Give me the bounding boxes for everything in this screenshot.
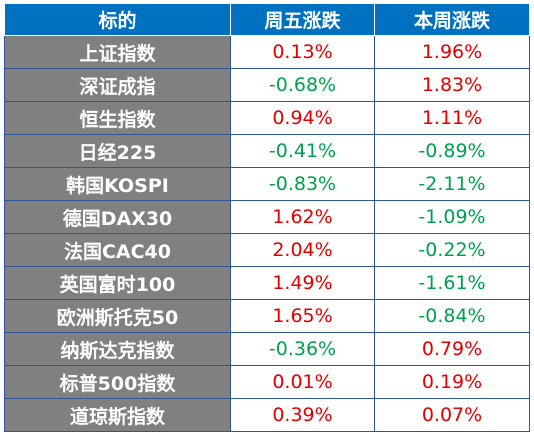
index-name-cell: 德国DAX30	[4, 200, 231, 234]
index-name-cell: 英国富时100	[4, 266, 231, 300]
header-name: 标的	[4, 3, 231, 36]
table-row: 法国CAC40 2.04% -0.22%	[4, 233, 530, 267]
index-name-cell: 法国CAC40	[4, 233, 231, 267]
header-friday-change: 周五涨跌	[230, 3, 375, 36]
index-change-table: 标的 周五涨跌 本周涨跌 上证指数 0.13% 1.96% 深证成指 -0.68% 1.8…	[4, 3, 530, 432]
weekly-change-cell: -0.22%	[374, 233, 530, 267]
friday-change-cell: -0.36%	[230, 332, 375, 366]
index-name-cell: 道琼斯指数	[4, 398, 231, 432]
friday-change-cell: -0.41%	[230, 134, 375, 168]
table-row: 标普500指数 0.01% 0.19%	[4, 365, 530, 399]
friday-change-cell: 0.01%	[230, 365, 375, 399]
weekly-change-cell: 1.11%	[374, 101, 530, 135]
weekly-change-cell: 0.07%	[374, 398, 530, 432]
friday-change-cell: 1.62%	[230, 200, 375, 234]
weekly-change-cell: 1.96%	[374, 35, 530, 69]
friday-change-cell: 1.49%	[230, 266, 375, 300]
table-row: 道琼斯指数 0.39% 0.07%	[4, 398, 530, 432]
index-name-cell: 韩国KOSPI	[4, 167, 231, 201]
friday-change-cell: 2.04%	[230, 233, 375, 267]
index-name-cell: 纳斯达克指数	[4, 332, 231, 366]
weekly-change-cell: 1.83%	[374, 68, 530, 102]
table-row: 日经225 -0.41% -0.89%	[4, 134, 530, 168]
table-row: 深证成指 -0.68% 1.83%	[4, 68, 530, 102]
index-name-cell: 深证成指	[4, 68, 231, 102]
index-name-cell: 上证指数	[4, 35, 231, 69]
table-row: 上证指数 0.13% 1.96%	[4, 35, 530, 69]
friday-change-cell: 0.39%	[230, 398, 375, 432]
friday-change-cell: 0.13%	[230, 35, 375, 69]
friday-change-cell: 1.65%	[230, 299, 375, 333]
index-name-cell: 恒生指数	[4, 101, 231, 135]
index-name-cell: 日经225	[4, 134, 231, 168]
weekly-change-cell: 0.79%	[374, 332, 530, 366]
table-body: 上证指数 0.13% 1.96% 深证成指 -0.68% 1.83% 恒生指数 0.94% 1.…	[4, 35, 530, 432]
index-name-cell: 标普500指数	[4, 365, 231, 399]
header-row: 标的 周五涨跌 本周涨跌	[4, 3, 530, 36]
weekly-change-cell: -0.84%	[374, 299, 530, 333]
weekly-change-cell: -1.09%	[374, 200, 530, 234]
friday-change-cell: 0.94%	[230, 101, 375, 135]
friday-change-cell: -0.68%	[230, 68, 375, 102]
weekly-change-cell: -2.11%	[374, 167, 530, 201]
weekly-change-cell: -0.89%	[374, 134, 530, 168]
table-row: 纳斯达克指数 -0.36% 0.79%	[4, 332, 530, 366]
table-row: 英国富时100 1.49% -1.61%	[4, 266, 530, 300]
table-row: 韩国KOSPI -0.83% -2.11%	[4, 167, 530, 201]
table-row: 欧洲斯托克50 1.65% -0.84%	[4, 299, 530, 333]
weekly-change-cell: -1.61%	[374, 266, 530, 300]
header-weekly-change: 本周涨跌	[374, 3, 530, 36]
table-row: 恒生指数 0.94% 1.11%	[4, 101, 530, 135]
table-row: 德国DAX30 1.62% -1.09%	[4, 200, 530, 234]
friday-change-cell: -0.83%	[230, 167, 375, 201]
index-name-cell: 欧洲斯托克50	[4, 299, 231, 333]
weekly-change-cell: 0.19%	[374, 365, 530, 399]
